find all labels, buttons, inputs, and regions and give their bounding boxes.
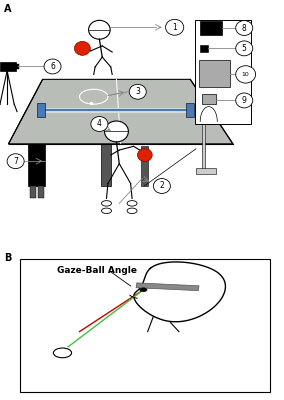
- Circle shape: [236, 93, 253, 108]
- Text: 4: 4: [97, 120, 102, 128]
- Bar: [141, 146, 148, 186]
- Bar: [200, 45, 208, 52]
- Circle shape: [44, 59, 61, 74]
- Bar: [202, 94, 216, 104]
- Bar: [38, 186, 44, 198]
- Ellipse shape: [102, 208, 112, 214]
- Circle shape: [129, 84, 146, 99]
- Bar: [199, 60, 230, 87]
- Text: 6: 6: [50, 62, 55, 71]
- Circle shape: [74, 42, 90, 55]
- Text: 5: 5: [242, 44, 247, 53]
- Bar: [30, 186, 36, 198]
- Bar: [186, 103, 194, 116]
- Polygon shape: [9, 79, 233, 144]
- Circle shape: [236, 20, 253, 36]
- Text: 3: 3: [135, 87, 140, 96]
- Bar: [101, 144, 111, 186]
- Text: B: B: [4, 252, 12, 262]
- Ellipse shape: [127, 201, 137, 206]
- Bar: [202, 25, 205, 169]
- Text: 10: 10: [242, 72, 250, 77]
- Circle shape: [236, 66, 256, 83]
- Text: 9: 9: [242, 96, 247, 105]
- Bar: [200, 21, 222, 35]
- Bar: [136, 283, 199, 291]
- Circle shape: [105, 121, 128, 142]
- Ellipse shape: [102, 201, 112, 206]
- Bar: [196, 168, 216, 174]
- Circle shape: [140, 288, 147, 292]
- Circle shape: [166, 19, 184, 35]
- Text: 2: 2: [160, 182, 164, 190]
- Bar: [28, 144, 45, 186]
- Circle shape: [137, 148, 152, 162]
- Bar: [37, 103, 45, 116]
- Circle shape: [89, 20, 110, 39]
- Text: 1: 1: [172, 23, 177, 32]
- Bar: [20, 259, 270, 392]
- Circle shape: [91, 116, 108, 132]
- Circle shape: [53, 348, 72, 358]
- Circle shape: [236, 41, 253, 56]
- Circle shape: [7, 154, 24, 169]
- Text: Gaze-Ball Angle: Gaze-Ball Angle: [57, 266, 137, 275]
- Bar: [195, 20, 251, 124]
- Bar: [14, 64, 19, 70]
- Text: 7: 7: [13, 157, 18, 166]
- Polygon shape: [43, 108, 190, 113]
- Ellipse shape: [127, 208, 137, 214]
- Circle shape: [153, 178, 170, 194]
- Bar: [0, 62, 16, 71]
- Text: 8: 8: [242, 24, 247, 32]
- Text: A: A: [4, 4, 12, 14]
